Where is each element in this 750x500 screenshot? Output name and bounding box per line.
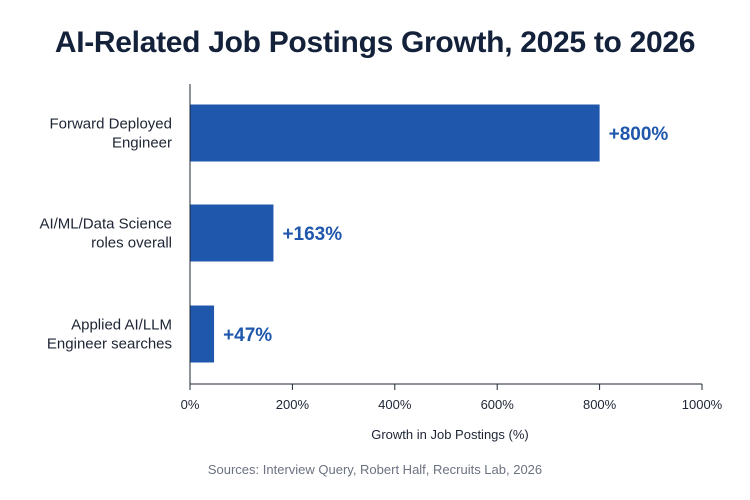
x-axis-title: Growth in Job Postings (%) xyxy=(371,427,529,442)
bar-1 xyxy=(190,104,600,162)
x-tick-label-2: 400% xyxy=(378,397,412,412)
x-tick-label-1: 200% xyxy=(276,397,310,412)
chart-title: AI-Related Job Postings Growth, 2025 to … xyxy=(54,26,696,59)
value-label-3: +47% xyxy=(223,325,272,346)
x-tick-label-3: 600% xyxy=(481,397,515,412)
category-label-3: Applied AI/LLM Engineer searches xyxy=(47,317,172,353)
bar-3 xyxy=(190,305,215,363)
x-tick-label-0: 0% xyxy=(181,397,200,412)
x-tick-label-4: 800% xyxy=(583,397,617,412)
source-note: Sources: Interview Query, Robert Half, R… xyxy=(207,462,543,477)
category-label-2: AI/ML/Data Science roles overall xyxy=(39,216,172,252)
value-label-1: +800% xyxy=(609,124,669,145)
bar-2 xyxy=(190,204,274,262)
category-label-1: Forward Deployed Engineer xyxy=(49,116,172,152)
x-tick-label-5: 1000% xyxy=(682,397,723,412)
value-label-2: +163% xyxy=(282,224,342,245)
